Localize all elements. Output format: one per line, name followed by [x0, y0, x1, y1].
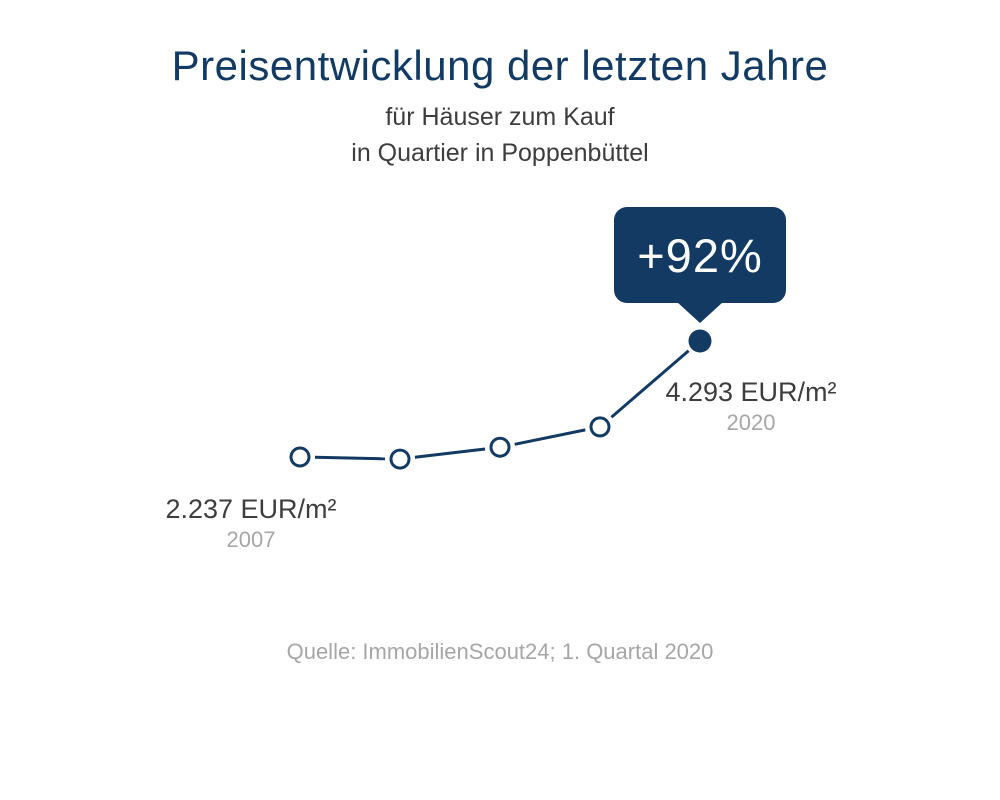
data-point-marker-open [489, 436, 511, 458]
badge-label: +92% [637, 228, 763, 282]
chart-line-segment [414, 447, 486, 459]
source-caption: Quelle: ImmobilienScout24; 1. Quartal 20… [286, 639, 714, 664]
subtitle-line-1: für Häuser zum Kauf [385, 103, 615, 131]
percent-change-badge: +92% [614, 207, 786, 323]
data-point-marker-open [589, 416, 611, 438]
data-point-marker-filled [688, 329, 712, 353]
data-point-marker-open [389, 448, 411, 470]
end-year-label: 2020 [726, 410, 776, 435]
chart-line-segment [610, 349, 690, 419]
data-point-marker-open [289, 446, 311, 468]
end-price-label: 4.293 EUR/m² [665, 377, 837, 407]
subtitle-line-2: in Quartier in Poppenbüttel [351, 139, 649, 167]
end-point-annotation: 4.293 EUR/m² 2020 [665, 377, 836, 436]
badge-bubble: +92% [614, 207, 786, 303]
start-point-annotation: 2.237 EUR/m² 2007 [165, 494, 336, 553]
page-subtitle: für Häuser zum Kauf in Quartier in Poppe… [0, 99, 1000, 171]
start-price-label: 2.237 EUR/m² [165, 494, 337, 524]
chart-line-segment [514, 428, 586, 446]
start-year-label: 2007 [226, 527, 276, 552]
chart-line-segment [314, 455, 386, 461]
badge-tail-pointer-icon [677, 302, 723, 323]
page-title: Preisentwicklung der letzten Jahre [171, 42, 829, 89]
